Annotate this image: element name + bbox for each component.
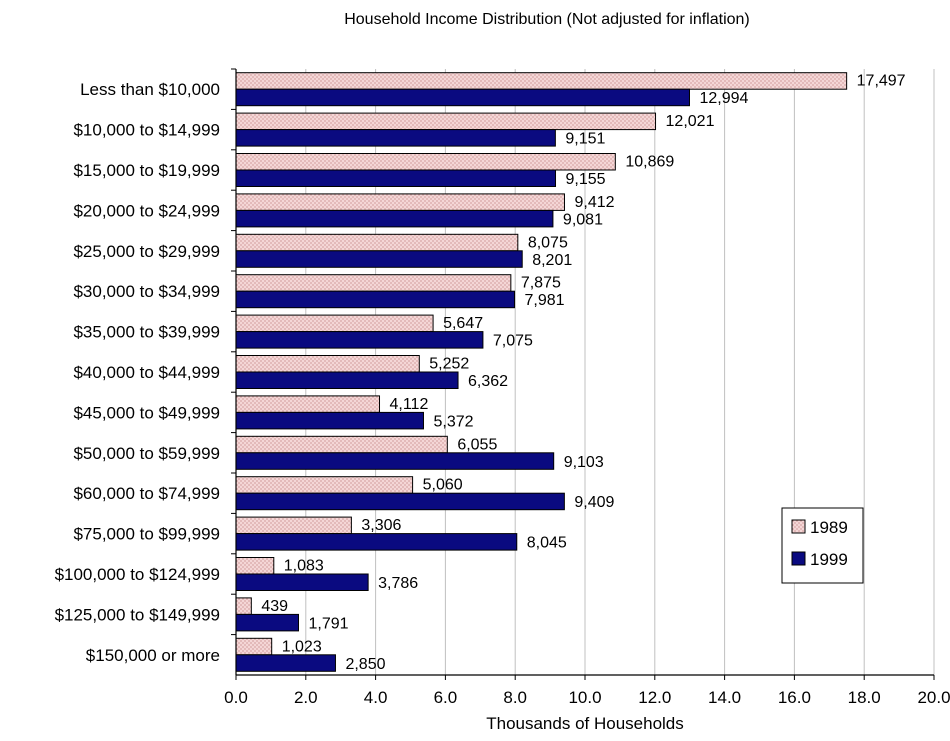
data-label-1999: 7,075 [493, 333, 533, 350]
x-tick-label: 18.0 [848, 688, 881, 707]
bar-1989 [235, 355, 420, 373]
data-label-1999: 9,409 [574, 494, 614, 511]
x-tick-label: 8.0 [503, 688, 527, 707]
bar-1999 [235, 209, 554, 228]
bar-1989 [235, 193, 565, 211]
bar-1999 [235, 452, 555, 470]
bar-1999 [235, 411, 424, 430]
bar-1999 [235, 573, 369, 591]
chart-title: Household Income Distribution (Not adjus… [344, 11, 750, 28]
data-label-1999: 2,850 [345, 656, 385, 673]
category-label: $30,000 to $34,999 [73, 282, 220, 301]
data-label-1989: 17,497 [857, 73, 906, 90]
bar-1989 [235, 233, 519, 252]
bar-1989 [235, 153, 616, 171]
bar-1989 [235, 516, 352, 535]
bar-1999 [235, 533, 518, 551]
bar-1989 [235, 112, 657, 131]
category-label: $60,000 to $74,999 [73, 484, 220, 503]
x-tick-label: 12.0 [638, 688, 671, 707]
category-label: $15,000 to $19,999 [73, 161, 220, 180]
x-tick-label: 4.0 [364, 688, 388, 707]
x-tick-label: 6.0 [434, 688, 458, 707]
category-label: $10,000 to $14,999 [73, 121, 220, 140]
data-label-1999: 9,151 [565, 131, 605, 148]
legend-swatch-1989 [791, 519, 806, 534]
legend-label-1999: 1999 [810, 550, 848, 569]
bars [235, 72, 848, 672]
data-label-1999: 3,786 [378, 575, 418, 592]
bar-1999 [235, 654, 336, 672]
data-label-1989: 5,252 [429, 356, 469, 373]
data-labels: 17,49712,99412,0219,15110,8699,1559,4129… [261, 73, 905, 673]
bar-1989 [235, 557, 275, 575]
bar-1989 [235, 72, 848, 90]
data-label-1989: 6,055 [457, 436, 497, 453]
category-label: $35,000 to $39,999 [73, 323, 220, 342]
category-labels: Less than $10,000 $10,000 to $14,999 $15,0… [55, 68, 236, 665]
category-label: $100,000 to $124,999 [55, 565, 220, 584]
data-label-1989: 4,112 [390, 396, 429, 413]
category-label: $125,000 to $149,999 [55, 605, 220, 624]
bar-1989 [235, 435, 448, 454]
data-label-1999: 8,201 [532, 252, 572, 269]
bar-1989 [235, 314, 434, 333]
data-label-1989: 1,023 [282, 638, 322, 655]
x-tick-label: 2.0 [294, 688, 318, 707]
bar-1989 [235, 476, 414, 494]
data-label-1989: 3,306 [361, 517, 401, 534]
bar-1999 [235, 129, 556, 147]
x-axis-label: Thousands of Households [486, 714, 684, 733]
data-label-1989: 5,060 [423, 477, 463, 494]
bar-1989 [235, 395, 381, 413]
bar-1999 [235, 371, 459, 389]
data-label-1999: 9,155 [566, 171, 606, 188]
legend-swatch-1999 [791, 551, 806, 566]
bar-1989 [235, 274, 512, 292]
category-label: $75,000 to $99,999 [73, 525, 220, 544]
category-label: Less than $10,000 [80, 80, 220, 99]
bar-1999 [235, 169, 557, 187]
bar-1999 [235, 613, 300, 632]
category-label: $50,000 to $59,999 [73, 444, 220, 463]
x-tick-label: 16.0 [778, 688, 811, 707]
data-label-1989: 12,021 [666, 113, 715, 130]
bar-1999 [235, 290, 516, 309]
data-label-1999: 6,362 [468, 373, 508, 390]
x-tick-label: 10.0 [568, 688, 601, 707]
data-label-1989: 9,412 [574, 194, 614, 211]
bar-1999 [235, 88, 690, 107]
data-label-1989: 1,083 [284, 558, 324, 575]
category-label: $25,000 to $29,999 [73, 242, 220, 261]
category-label: $150,000 or more [86, 646, 220, 665]
legend-label-1989: 1989 [810, 518, 848, 537]
data-label-1989: 5,647 [443, 315, 483, 332]
x-tick-label: 0.0 [224, 688, 248, 707]
data-label-1999: 8,045 [527, 535, 567, 552]
x-tick-label: 14.0 [708, 688, 741, 707]
data-label-1999: 7,981 [525, 292, 565, 309]
data-label-1999: 12,994 [699, 90, 748, 107]
legend: 1989 1999 [781, 507, 864, 584]
category-label: $45,000 to $49,999 [73, 403, 220, 422]
data-label-1999: 5,372 [433, 413, 473, 430]
data-label-1989: 439 [261, 598, 288, 615]
data-label-1989: 10,869 [625, 154, 674, 171]
category-label: $40,000 to $44,999 [73, 363, 220, 382]
bar-1999 [235, 331, 484, 349]
x-tick-labels: 0.0 2.0 4.0 6.0 8.0 10.0 12.0 14.0 16.0 18.0 20.0 [224, 675, 950, 707]
bar-1999 [235, 492, 565, 511]
x-tick-label: 20.0 [917, 688, 950, 707]
category-label: $20,000 to $24,999 [73, 201, 220, 220]
data-label-1999: 9,103 [564, 454, 604, 471]
data-label-1999: 9,081 [563, 211, 603, 228]
data-label-1989: 8,075 [528, 234, 568, 251]
data-label-1999: 1,791 [309, 615, 349, 632]
data-label-1989: 7,875 [521, 275, 561, 292]
bar-1989 [235, 597, 252, 615]
bar-1999 [235, 250, 523, 268]
bar-1989 [235, 637, 273, 656]
